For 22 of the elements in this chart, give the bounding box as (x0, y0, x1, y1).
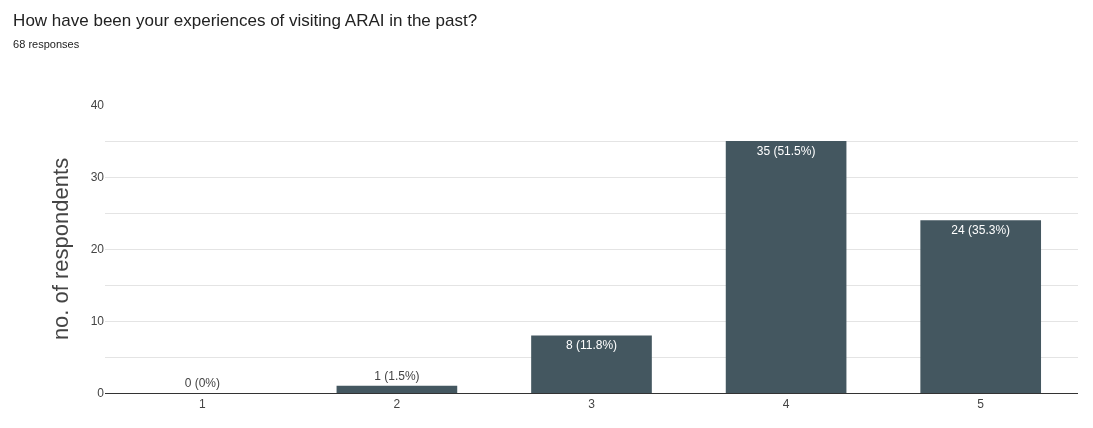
x-tick-label: 5 (977, 397, 985, 412)
x-tick-label: 4 (782, 397, 790, 412)
data-label: 1 (1.5%) (374, 368, 420, 383)
bar (336, 385, 458, 393)
x-tick-label: 2 (393, 397, 401, 412)
bar (725, 141, 847, 393)
x-tick-label: 1 (198, 397, 206, 412)
y-tick-label: 10 (90, 314, 105, 329)
data-label: 0 (0%) (184, 376, 220, 390)
y-tick-label: 20 (90, 242, 105, 257)
y-tick-label: 0 (97, 386, 105, 401)
y-axis-title: no. of respondents (48, 157, 74, 341)
chart-subtitle: 68 responses (13, 37, 80, 50)
data-label: 24 (35.3%) (951, 223, 1011, 238)
y-tick-label: 30 (90, 170, 105, 185)
bar (531, 335, 652, 393)
chart-title: How have been your experiences of visiting ARAI in the past? (13, 10, 478, 30)
x-tick-label: 3 (588, 397, 596, 412)
data-label: 35 (51.5%) (756, 144, 816, 158)
y-tick-label: 40 (90, 98, 105, 113)
data-label: 8 (11.8%) (565, 338, 618, 353)
bar (920, 220, 1042, 393)
